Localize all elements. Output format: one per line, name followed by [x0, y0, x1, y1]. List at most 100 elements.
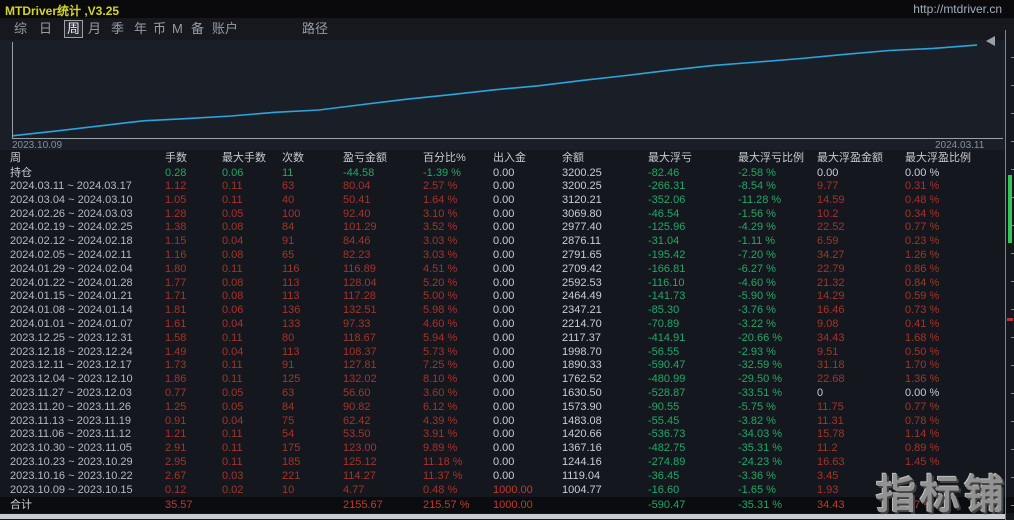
value-cell: 1244.16: [562, 455, 602, 468]
period-cell: 2023.10.16 ~ 2023.10.22: [10, 469, 133, 482]
value-cell: 123.00: [343, 442, 377, 455]
vertical-scrollbar-track[interactable]: [1005, 30, 1014, 520]
value-cell: -31.04: [648, 235, 680, 248]
table-row: 2023.12.04 ~ 2023.12.10 1.86 0.11 125 132.02…: [0, 373, 1005, 387]
table-row: 2024.01.29 ~ 2024.02.04 1.80 0.11 116 116.89…: [0, 263, 1005, 277]
value-cell: 50.41: [343, 193, 371, 206]
vertical-scrollbar-thumb[interactable]: [1008, 175, 1012, 243]
menu-bar: 综日周月季年币 M 备账户 路径: [0, 18, 1014, 40]
value-cell: 4.39 %: [423, 414, 458, 427]
value-cell: 0.06: [222, 304, 244, 317]
value-cell: 0.31 %: [905, 180, 940, 192]
chart-right-arrow-icon: [986, 36, 995, 46]
value-cell: -7.20 %: [738, 248, 776, 261]
value-cell: 16.46: [817, 304, 845, 317]
menu-item-7[interactable]: 币: [153, 21, 167, 36]
value-cell: 1.80: [165, 262, 187, 275]
position-cell-5: -1.39 %: [423, 167, 461, 179]
menu-item-11[interactable]: 路径: [302, 21, 329, 36]
value-cell: 82.23: [343, 248, 371, 261]
table-row: 2024.02.19 ~ 2024.02.25 1.38 0.08 84 101.29 3…: [0, 221, 1005, 235]
menu-item-9[interactable]: 备: [191, 21, 205, 36]
value-cell: 2.91: [165, 442, 187, 455]
value-cell: 0.86 %: [905, 262, 940, 275]
value-cell: 3200.25: [562, 180, 602, 192]
value-cell: -266.31: [648, 180, 686, 192]
value-cell: 0.00: [493, 345, 515, 358]
table-row: 2023.11.06 ~ 2023.11.12 1.21 0.11 54 53.50 3.…: [0, 428, 1005, 442]
table-row: 2023.12.11 ~ 2023.12.17 1.73 0.11 91 127.81 7…: [0, 359, 1005, 373]
value-cell: 132.02: [343, 373, 377, 386]
value-cell: 0.89 %: [905, 442, 940, 455]
value-cell: 0.00: [493, 248, 515, 261]
value-cell: 1.38: [165, 221, 187, 234]
value-cell: -24.23 %: [738, 455, 783, 468]
value-cell: 1.70 %: [905, 359, 940, 372]
value-cell: 11.2: [817, 442, 838, 455]
period-cell: 2023.12.11 ~ 2023.12.17: [10, 359, 132, 372]
column-header-9: 最大浮亏: [648, 152, 692, 164]
value-cell: 3.10 %: [423, 207, 458, 220]
value-cell: 0.00: [493, 304, 515, 317]
menu-item-10[interactable]: 账户: [212, 21, 239, 36]
total-cell-1: 35.57: [165, 499, 193, 512]
value-cell: 1.61: [165, 317, 187, 330]
value-cell: 1573.90: [562, 400, 602, 413]
value-cell: 5.00 %: [423, 290, 458, 303]
menu-item-3[interactable]: 周: [64, 20, 84, 38]
value-cell: 116: [282, 262, 300, 275]
value-cell: 1890.33: [562, 359, 602, 372]
column-header-2: 手数: [165, 152, 187, 164]
value-cell: -3.22 %: [738, 317, 776, 330]
total-row: 合计 35.57 2155.67 215.57 % 1000.00 -590.47 -35.…: [0, 497, 1014, 514]
app-url-link[interactable]: http://mtdriver.cn: [913, 2, 1002, 16]
value-cell: 1.15: [165, 235, 187, 248]
value-cell: 125.12: [343, 455, 377, 468]
value-cell: 34.27: [817, 248, 845, 261]
total-cell-5: 215.57 %: [423, 499, 470, 512]
value-cell: 2977.40: [562, 221, 602, 234]
menu-item-6[interactable]: 年: [134, 21, 148, 36]
menu-item-5[interactable]: 季: [111, 21, 125, 36]
horizontal-scrollbar[interactable]: [0, 514, 1005, 519]
value-cell: 0.41 %: [905, 317, 940, 330]
value-cell: 92.40: [343, 207, 371, 220]
table-row: 2024.03.04 ~ 2024.03.10 1.05 0.11 40 50.41 1.…: [0, 194, 1005, 208]
menu-item-2[interactable]: 日: [39, 21, 53, 36]
value-cell: 0.05: [222, 400, 244, 413]
menu-item-1[interactable]: 综: [14, 21, 28, 36]
value-cell: 175: [282, 442, 301, 455]
value-cell: -125.96: [648, 221, 686, 234]
value-cell: 63: [282, 180, 295, 192]
title-bar: MTDriver统计 ,V3.25 http://mtdriver.cn: [0, 0, 1014, 18]
value-cell: -11.28 %: [738, 193, 782, 206]
value-cell: 0.00: [493, 373, 515, 386]
column-header-12: 最大浮盈比例: [905, 152, 971, 164]
value-cell: 136: [282, 304, 301, 317]
value-cell: 2.57 %: [423, 180, 458, 192]
value-cell: 0.03: [222, 469, 244, 482]
value-cell: -5.75 %: [738, 400, 776, 413]
value-cell: 0.00: [493, 359, 515, 372]
value-cell: 0.84 %: [905, 276, 940, 289]
table-row: 2024.02.26 ~ 2024.03.03 1.28 0.05 100 92.40 3…: [0, 208, 1005, 222]
value-cell: 0.00: [493, 317, 515, 330]
value-cell: 0.77 %: [905, 221, 940, 234]
period-cell: 2024.01.15 ~ 2024.01.21: [10, 290, 133, 303]
menu-item-4[interactable]: 月: [88, 21, 102, 36]
value-cell: 7.25 %: [423, 359, 458, 372]
table-header-row: 周 手数 最大手数 次数 盈亏金额 百分比% 出入金 余额 最大浮亏 最大浮亏比例 最大浮盈金额 最大…: [0, 150, 1005, 166]
period-cell: 2023.12.25 ~ 2023.12.31: [10, 331, 133, 344]
period-cell: 2023.11.06 ~ 2023.11.12: [10, 428, 132, 441]
total-cell-4: 2155.67: [343, 499, 383, 512]
period-cell: 2023.11.27 ~ 2023.12.03: [10, 386, 132, 399]
value-cell: 1.26 %: [905, 248, 940, 261]
menu-item-8[interactable]: M: [172, 21, 183, 36]
equity-curve: [11, 44, 978, 137]
total-cell-3: [282, 497, 343, 513]
value-cell: -3.36 %: [738, 469, 776, 482]
value-cell: 1630.50: [562, 386, 602, 399]
value-cell: 0.05: [222, 207, 244, 220]
value-cell: 14.29: [817, 290, 845, 303]
value-cell: 1000.00: [493, 483, 533, 496]
